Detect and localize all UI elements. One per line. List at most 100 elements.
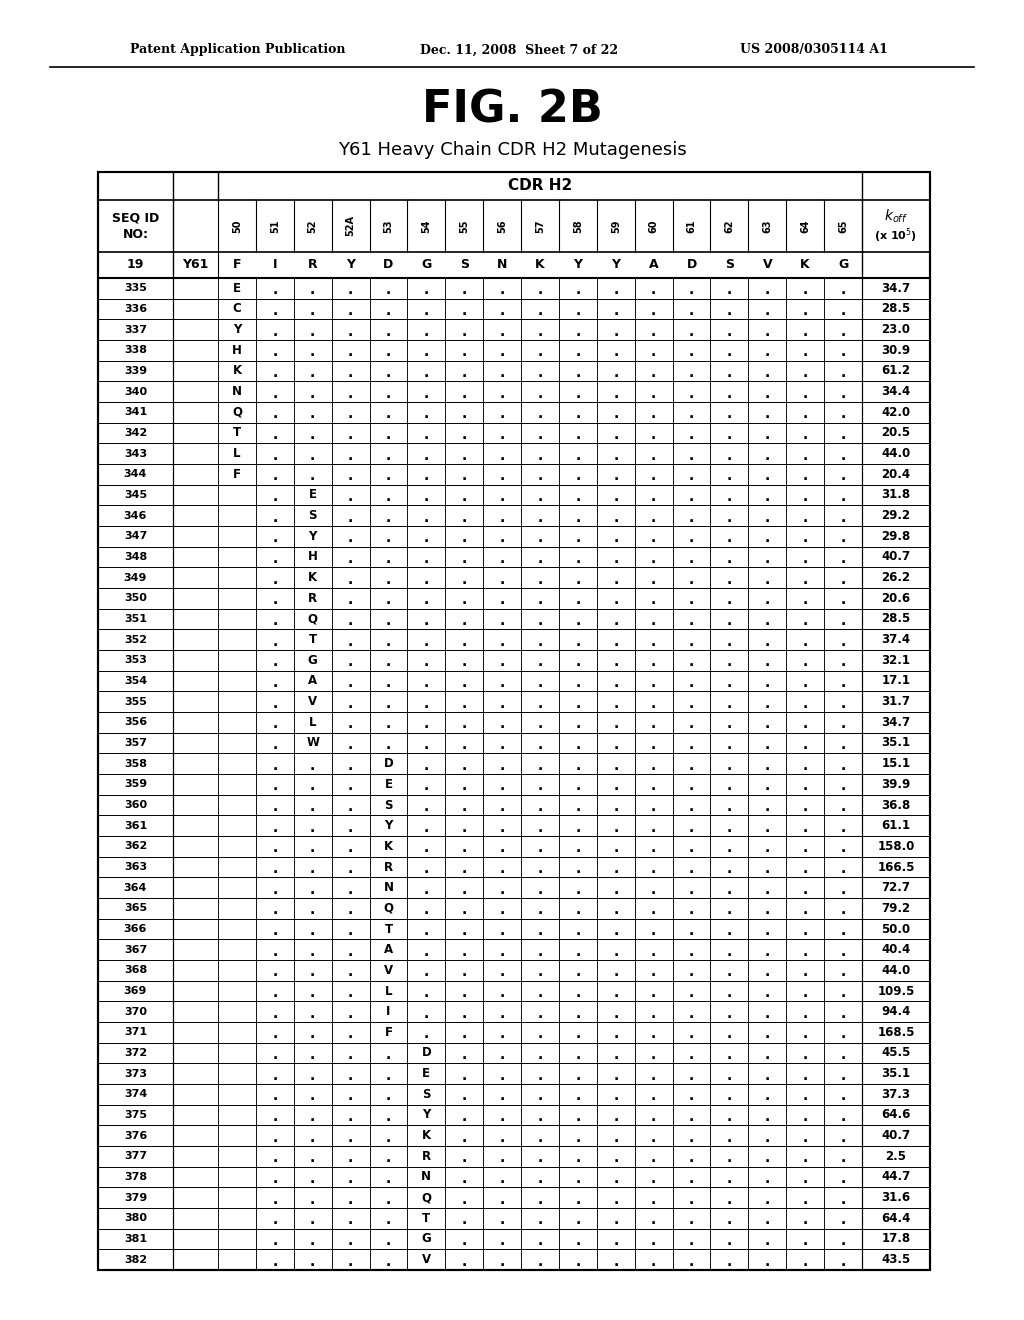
Text: .: . [348,945,353,958]
Text: .: . [424,573,429,586]
Text: .: . [386,552,391,566]
Text: 40.4: 40.4 [882,944,910,956]
Text: .: . [500,779,505,793]
Text: .: . [841,1193,846,1206]
Text: .: . [538,821,543,834]
Text: .: . [386,366,391,380]
Text: .: . [424,366,429,380]
Text: S: S [725,259,734,272]
Text: .: . [310,1027,315,1041]
Text: .: . [462,449,467,463]
Text: 52: 52 [307,219,317,232]
Text: .: . [348,614,353,628]
Text: 56: 56 [497,219,507,232]
Text: .: . [462,1131,467,1144]
Text: .: . [765,573,770,586]
Text: .: . [575,449,581,463]
Text: .: . [803,821,808,834]
Text: .: . [841,697,846,710]
Text: .: . [841,903,846,917]
Text: .: . [500,986,505,1001]
Text: .: . [651,449,656,463]
Text: .: . [841,552,846,566]
Text: .: . [272,965,278,979]
Text: SEQ ID: SEQ ID [112,211,159,224]
Text: .: . [727,924,732,939]
Text: .: . [272,676,278,690]
Text: .: . [538,511,543,524]
Text: .: . [348,387,353,401]
Text: .: . [462,532,467,545]
Text: .: . [500,284,505,297]
Text: .: . [689,841,694,855]
Text: 20.4: 20.4 [882,467,910,480]
Text: .: . [613,697,618,710]
Text: .: . [689,532,694,545]
Text: .: . [538,635,543,648]
Text: .: . [348,470,353,483]
Text: .: . [462,903,467,917]
Text: .: . [689,449,694,463]
Text: .: . [538,738,543,752]
Text: .: . [462,676,467,690]
Text: .: . [424,800,429,814]
Text: .: . [462,573,467,586]
Text: .: . [803,573,808,586]
Text: .: . [462,697,467,710]
Text: 50.0: 50.0 [882,923,910,936]
Text: .: . [613,346,618,359]
Text: .: . [727,490,732,504]
Text: .: . [462,821,467,834]
Text: .: . [803,862,808,876]
Text: .: . [727,759,732,772]
Text: .: . [575,986,581,1001]
Text: .: . [689,1048,694,1063]
Text: .: . [272,635,278,648]
Text: .: . [689,862,694,876]
Text: .: . [272,532,278,545]
Text: .: . [613,1234,618,1247]
Text: 347: 347 [124,532,147,541]
Text: 40.7: 40.7 [882,550,910,564]
Text: R: R [308,259,317,272]
Text: 364: 364 [124,883,147,892]
Text: .: . [348,304,353,318]
Text: .: . [424,387,429,401]
Text: .: . [765,965,770,979]
Text: 380: 380 [124,1213,147,1224]
Text: .: . [651,428,656,442]
Text: Y: Y [573,259,583,272]
Text: .: . [272,1193,278,1206]
Text: .: . [500,965,505,979]
Text: 381: 381 [124,1234,147,1243]
Text: 52A: 52A [345,215,355,236]
Text: R: R [384,861,393,874]
Text: .: . [386,1172,391,1185]
Text: .: . [727,1089,732,1104]
Text: 31.8: 31.8 [882,488,910,502]
Text: 17.1: 17.1 [882,675,910,688]
Text: .: . [651,490,656,504]
Text: .: . [765,1007,770,1020]
Text: .: . [727,593,732,607]
Text: .: . [841,1234,846,1247]
Text: .: . [386,428,391,442]
Text: .: . [651,1151,656,1166]
Text: .: . [651,1234,656,1247]
Text: E: E [422,1067,430,1080]
Text: .: . [575,387,581,401]
Text: .: . [689,1213,694,1228]
Text: .: . [500,387,505,401]
Text: .: . [841,883,846,896]
Text: .: . [462,945,467,958]
Text: 34.7: 34.7 [882,282,910,294]
Text: .: . [651,1213,656,1228]
Text: .: . [272,346,278,359]
Text: .: . [613,924,618,939]
Text: .: . [613,449,618,463]
Text: .: . [727,738,732,752]
Text: .: . [727,676,732,690]
Text: 350: 350 [124,593,146,603]
Text: .: . [689,986,694,1001]
Text: .: . [727,346,732,359]
